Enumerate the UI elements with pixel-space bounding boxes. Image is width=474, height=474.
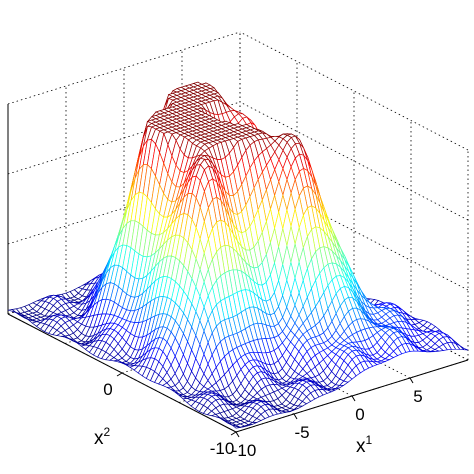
axis-labels: x1 x2 -10 -5 0 5 -10 0: [94, 372, 423, 460]
y-tick-label: 0: [103, 380, 112, 399]
y-tick-mark: [230, 431, 237, 436]
x-tick-mark: [409, 377, 414, 384]
mesh-cell: [231, 424, 241, 429]
x-tick-label: -10: [232, 441, 257, 460]
x-tick-mark: [293, 413, 298, 420]
surface-mesh: [7, 81, 469, 429]
x-tick-mark: [351, 395, 356, 402]
x-tick-label: 5: [413, 387, 422, 406]
y-tick-label: -10: [210, 439, 235, 458]
x-axis-label: x1: [356, 433, 373, 457]
x-tick-label: -5: [294, 423, 309, 442]
y-axis-label: x2: [94, 425, 111, 449]
y-tick-mark: [116, 372, 123, 377]
x-tick-label: 0: [355, 405, 364, 424]
x-tick-mark: [235, 431, 240, 438]
